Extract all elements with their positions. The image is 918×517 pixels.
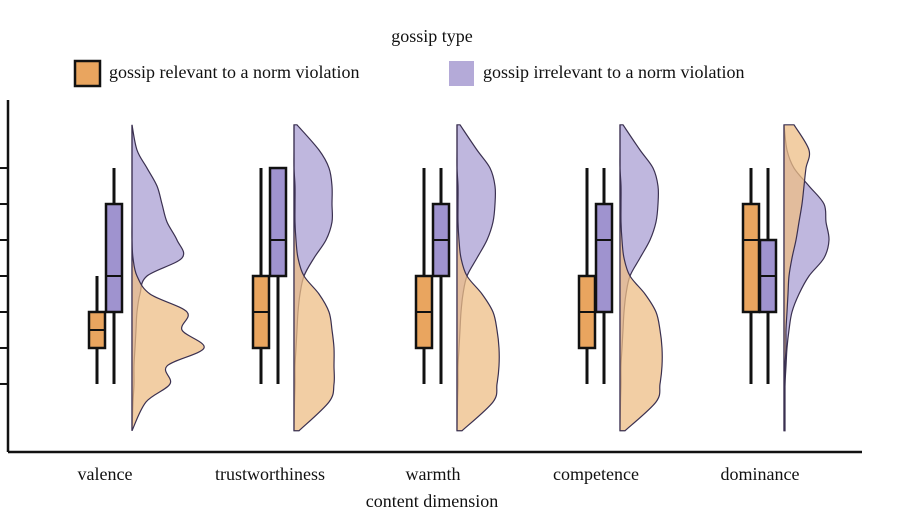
box [741, 202, 761, 314]
density [131, 124, 205, 432]
density [783, 124, 811, 432]
box [104, 202, 124, 314]
x-tick-label: competence [553, 464, 639, 484]
box [594, 202, 614, 314]
box [268, 166, 288, 278]
density [293, 124, 335, 432]
legend-label: gossip irrelevant to a norm violation [483, 62, 744, 82]
legend-title: gossip type [391, 26, 473, 46]
x-tick-label: dominance [721, 464, 800, 484]
x-axis-label: content dimension [366, 491, 498, 511]
legend-swatch [73, 59, 102, 88]
x-tick-label: valence [78, 464, 133, 484]
density [456, 124, 500, 432]
legend-swatch [449, 61, 474, 86]
x-tick-label: trustworthiness [215, 464, 325, 484]
x-tick-label: warmth [406, 464, 461, 484]
legend-label: gossip relevant to a norm violation [109, 62, 359, 82]
density [619, 124, 663, 432]
